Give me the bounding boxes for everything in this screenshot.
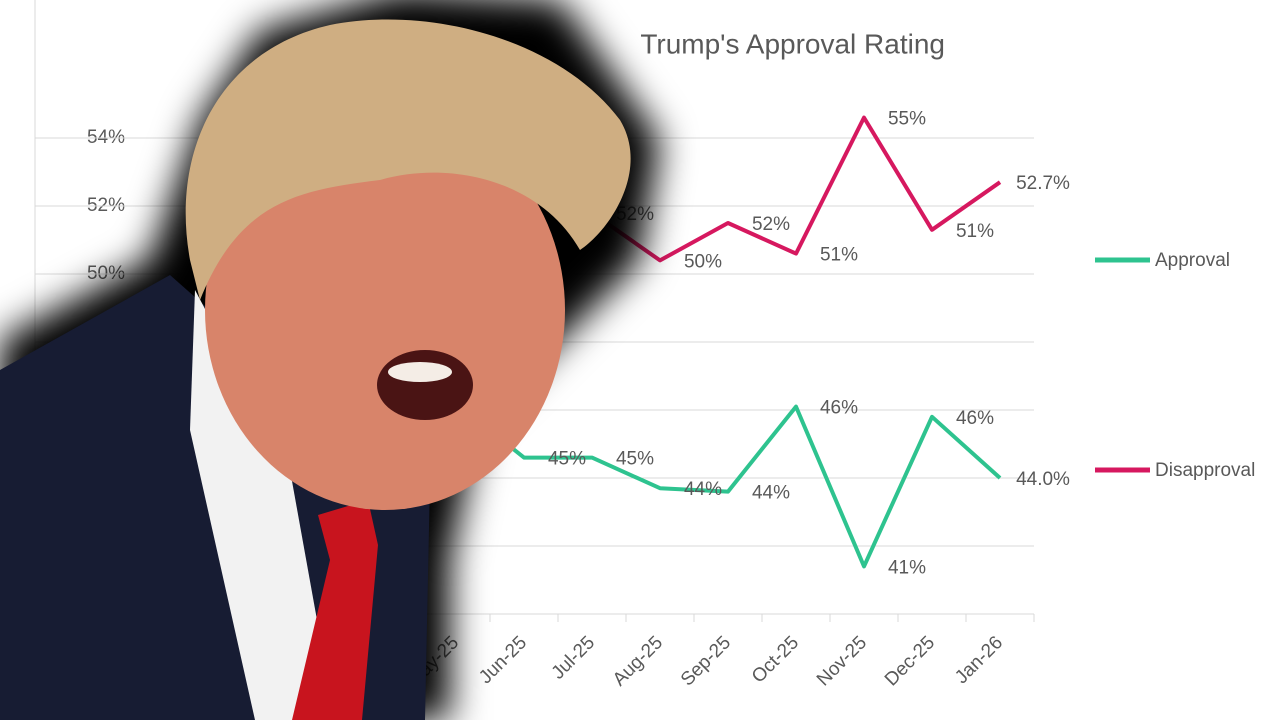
data-label: 51%	[820, 245, 858, 266]
data-label: 45%	[616, 449, 654, 470]
data-label: 50%	[684, 251, 722, 272]
series-line	[454, 401, 1002, 569]
tie	[292, 500, 378, 720]
hair	[185, 19, 631, 301]
data-label: 46%	[820, 398, 858, 419]
data-label: 44%	[684, 479, 722, 500]
data-label: 46%	[956, 408, 994, 429]
data-label: 51%	[956, 221, 994, 242]
photo	[0, 0, 660, 720]
legend-label: Approval	[1155, 250, 1230, 271]
data-label: 45%	[548, 449, 586, 470]
data-label: 52.7%	[1016, 173, 1070, 194]
legend-label: Disapproval	[1155, 460, 1255, 481]
series-line	[590, 115, 1002, 263]
data-label: 55%	[888, 109, 926, 130]
legend: Approval Disapproval	[1095, 250, 1255, 481]
data-label: 41%	[888, 557, 926, 578]
teeth	[388, 362, 452, 382]
mouth	[377, 350, 473, 420]
data-label: 44.0%	[1016, 469, 1070, 490]
chart-title: Trump's Approval Rating	[640, 28, 945, 59]
face	[205, 110, 565, 510]
data-label: 52%	[752, 214, 790, 235]
data-label: 44%	[752, 483, 790, 504]
